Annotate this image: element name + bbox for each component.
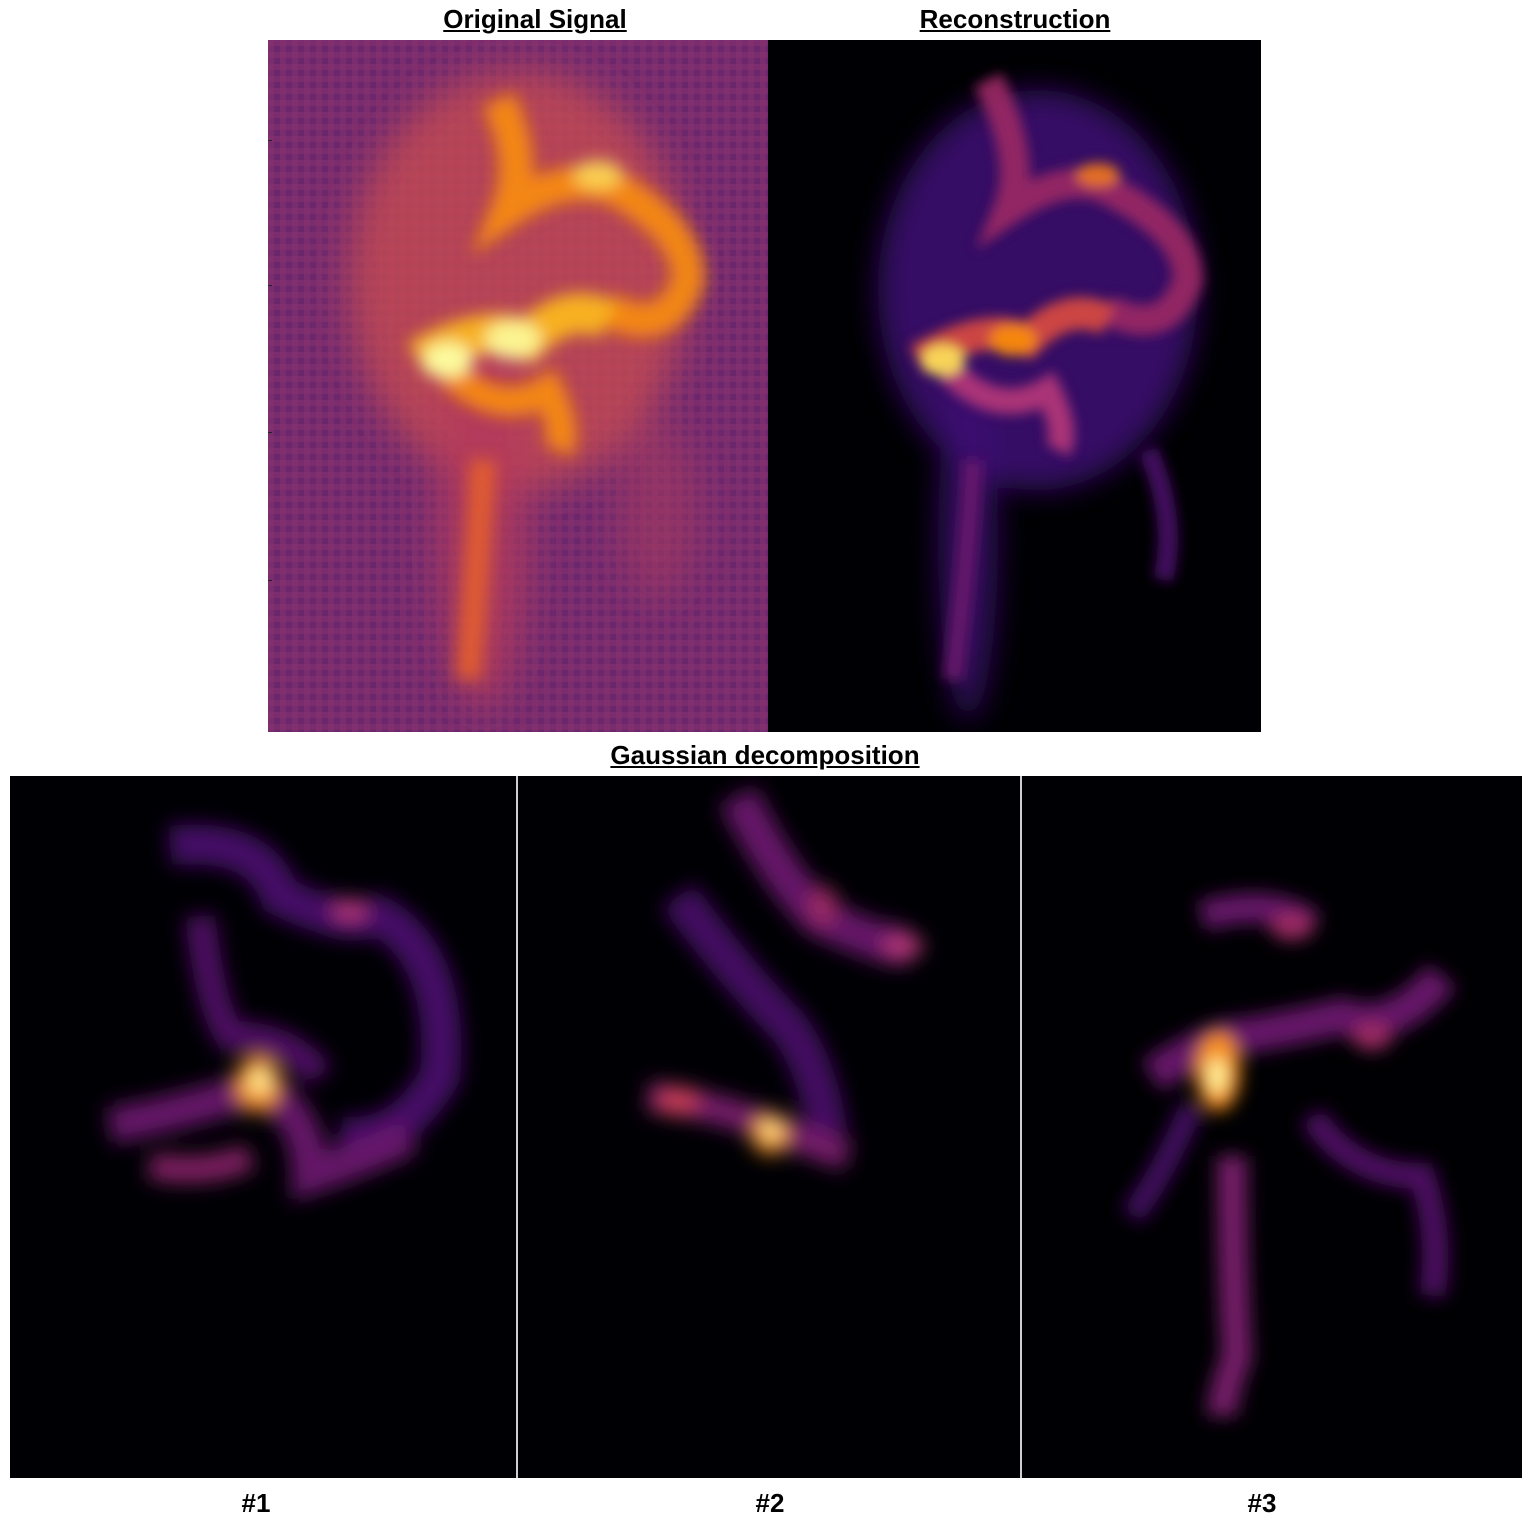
component-3-image — [1022, 776, 1522, 1478]
component-1-label: #1 — [241, 1488, 271, 1518]
panel-divider — [1020, 776, 1022, 1478]
gaussian-decomposition-title: Gaussian decomposition — [610, 740, 920, 770]
component-3-label: #3 — [1247, 1488, 1277, 1518]
reconstruction-image — [768, 40, 1261, 732]
reconstruction-title: Reconstruction — [919, 4, 1111, 34]
axis-tick — [268, 432, 272, 433]
axis-tick — [268, 140, 272, 141]
axis-tick — [268, 285, 272, 286]
panel-divider — [516, 776, 518, 1478]
original-signal-image — [268, 40, 768, 732]
component-2-label: #2 — [755, 1488, 785, 1518]
axis-tick — [268, 580, 272, 581]
component-2-image — [518, 776, 1020, 1478]
component-1-image — [10, 776, 516, 1478]
original-signal-title: Original Signal — [443, 4, 627, 34]
